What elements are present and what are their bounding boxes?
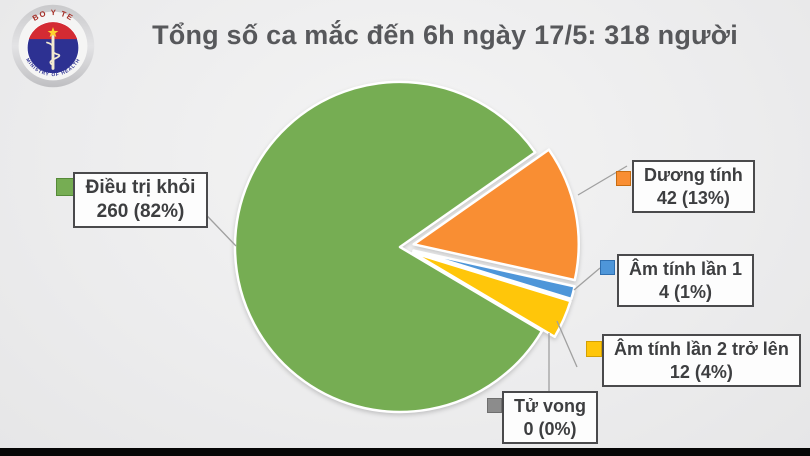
- callout-label: Âm tính lần 1: [629, 259, 743, 279]
- leader-line-positive: [577, 165, 628, 196]
- callout-deaths: Tử vong 0 (0%): [502, 391, 599, 444]
- legend-swatch-negative1: [600, 260, 615, 275]
- logo-star-icon: [47, 27, 59, 38]
- callout-value: 42 (13%): [656, 187, 730, 208]
- pie-slice-0: [412, 148, 580, 282]
- pie-slice-1: [412, 249, 576, 301]
- callout-value: 4 (1%): [659, 281, 713, 302]
- callout-recovered: Điều trị khỏi 260 (82%): [73, 172, 208, 228]
- legend-swatch-negative2: [586, 341, 602, 357]
- callout-label: Điều trị khỏi: [85, 177, 196, 198]
- callout-value: 0 (0%): [523, 418, 577, 439]
- leader-lines: [189, 165, 628, 391]
- video-letterbox-bar: [0, 448, 810, 456]
- callout-negative2: Âm tính lần 2 trở lên 12 (4%): [602, 334, 801, 387]
- pie-slices: [233, 80, 580, 414]
- legend-swatch-deaths: [487, 398, 502, 413]
- callout-value: 260 (82%): [96, 200, 185, 222]
- leader-line-negative1: [573, 267, 601, 291]
- callout-label: Âm tính lần 2 trở lên: [614, 339, 789, 359]
- callout-positive: Dương tính 42 (13%): [632, 160, 755, 213]
- chart-title: Tổng số ca mắc đến 6h ngày 17/5: 318 ngư…: [152, 20, 738, 50]
- legend-swatch-positive: [616, 171, 631, 186]
- pie-slice-2: [411, 251, 572, 339]
- pie-slice-4: [233, 80, 544, 414]
- callout-label: Tử vong: [514, 396, 587, 416]
- ministry-of-health-logo: BO Y TE MINISTRY OF HEALTH: [11, 4, 95, 88]
- callout-value: 12 (4%): [669, 361, 733, 382]
- logo-snake-icon: [46, 41, 61, 65]
- legend-swatch-recovered: [56, 178, 74, 196]
- callout-negative1: Âm tính lần 1 4 (1%): [617, 254, 755, 307]
- leader-line-negative2: [556, 320, 578, 368]
- callout-label: Dương tính: [644, 165, 743, 185]
